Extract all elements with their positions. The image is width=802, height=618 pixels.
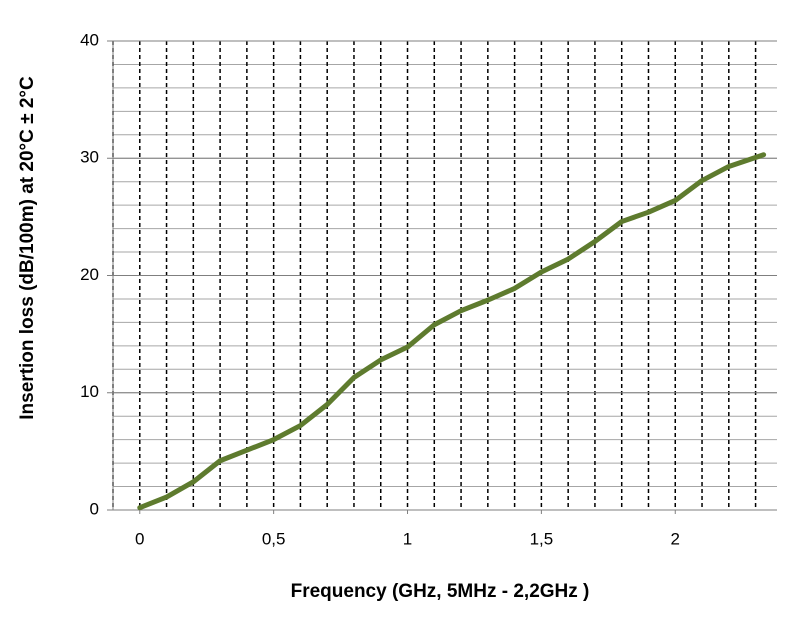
y-axis-label: Insertion loss (dB/100m) at 20°C ± 2°C [17, 76, 38, 420]
y-tick-label: 30 [80, 148, 99, 167]
x-tick-label: 0 [135, 529, 144, 548]
y-tick-label: 40 [80, 30, 99, 49]
y-tick-label: 0 [90, 499, 99, 518]
x-tick-label: 1,5 [530, 529, 554, 548]
data-line [137, 152, 767, 511]
y-tick-label: 20 [80, 265, 99, 284]
y-tick-label: 10 [80, 382, 99, 401]
x-tick-label: 0,5 [262, 529, 286, 548]
x-tick-label: 2 [671, 529, 680, 548]
x-tick-label: 1 [403, 529, 412, 548]
x-axis-label: Frequency (GHz, 5MHz - 2,2GHz ) [291, 581, 590, 602]
